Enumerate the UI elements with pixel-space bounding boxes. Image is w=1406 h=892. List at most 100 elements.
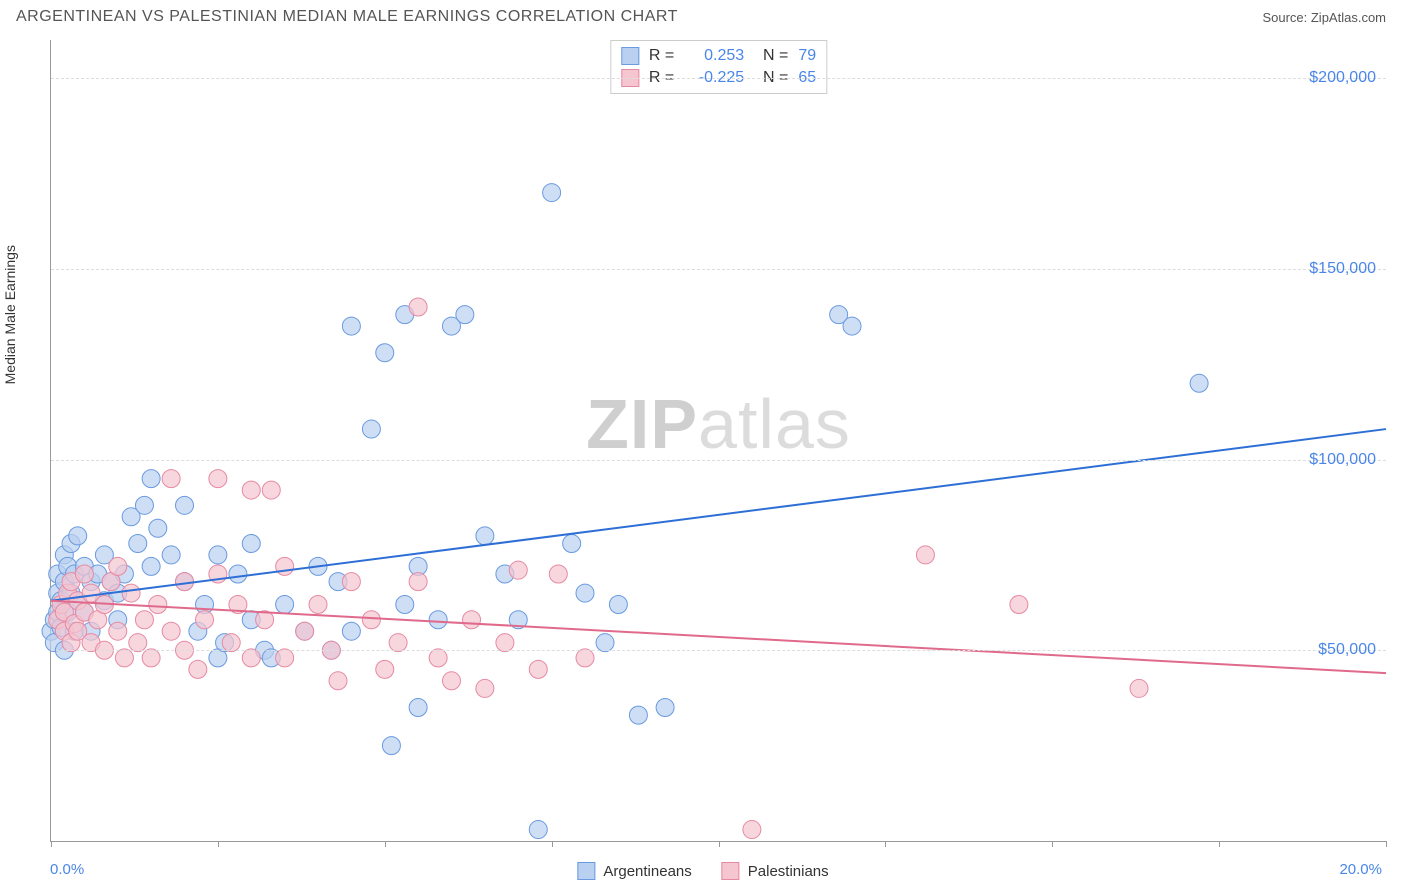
- data-point: [129, 534, 147, 552]
- data-point: [429, 611, 447, 629]
- data-point: [75, 565, 93, 583]
- data-point: [409, 298, 427, 316]
- data-point: [135, 496, 153, 514]
- x-tick: [1386, 841, 1387, 847]
- gridline: [51, 650, 1386, 651]
- legend-label: Argentineans: [603, 863, 691, 880]
- data-point: [396, 596, 414, 614]
- data-point: [1190, 374, 1208, 392]
- data-point: [376, 344, 394, 362]
- data-point: [656, 699, 674, 717]
- legend-item: Argentineans: [577, 862, 691, 880]
- data-point: [629, 706, 647, 724]
- data-point: [69, 527, 87, 545]
- data-point: [443, 672, 461, 690]
- data-point: [843, 317, 861, 335]
- data-point: [509, 561, 527, 579]
- data-point: [196, 611, 214, 629]
- legend-swatch: [621, 47, 639, 65]
- chart-title: ARGENTINEAN VS PALESTINIAN MEDIAN MALE E…: [16, 8, 678, 26]
- x-tick: [218, 841, 219, 847]
- data-point: [362, 420, 380, 438]
- data-point: [576, 649, 594, 667]
- scatter-plot-svg: [51, 40, 1386, 841]
- gridline: [51, 460, 1386, 461]
- data-point: [342, 622, 360, 640]
- x-tick: [885, 841, 886, 847]
- data-point: [109, 622, 127, 640]
- data-point: [109, 557, 127, 575]
- data-point: [329, 672, 347, 690]
- data-point: [142, 649, 160, 667]
- data-point: [916, 546, 934, 564]
- chart-plot-area: ZIPatlas R =0.253 N =79R =-0.225 N =65 $…: [50, 40, 1386, 842]
- data-point: [743, 821, 761, 839]
- x-tick: [719, 841, 720, 847]
- data-point: [529, 821, 547, 839]
- x-tick: [385, 841, 386, 847]
- y-tick-label: $50,000: [1318, 641, 1376, 659]
- data-point: [456, 306, 474, 324]
- x-tick: [552, 841, 553, 847]
- data-point: [389, 634, 407, 652]
- data-point: [149, 519, 167, 537]
- data-point: [376, 660, 394, 678]
- data-point: [209, 546, 227, 564]
- data-point: [262, 481, 280, 499]
- data-point: [1010, 596, 1028, 614]
- trend-line: [51, 429, 1386, 601]
- data-point: [276, 557, 294, 575]
- data-point: [342, 317, 360, 335]
- data-point: [563, 534, 581, 552]
- legend-label: Palestinians: [748, 863, 829, 880]
- data-point: [463, 611, 481, 629]
- legend-swatch: [722, 862, 740, 880]
- data-point: [242, 481, 260, 499]
- gridline: [51, 78, 1386, 79]
- x-axis-max-label: 20.0%: [1339, 861, 1382, 878]
- data-point: [135, 611, 153, 629]
- n-value: 79: [798, 47, 816, 65]
- data-point: [409, 699, 427, 717]
- data-point: [162, 546, 180, 564]
- data-point: [142, 470, 160, 488]
- correlation-row: R = 0.253 N = 79: [621, 45, 816, 67]
- data-point: [543, 184, 561, 202]
- correlation-legend: R =0.253 N =79R =-0.225 N =65: [610, 40, 827, 94]
- data-point: [362, 611, 380, 629]
- data-point: [242, 649, 260, 667]
- r-label: R =: [649, 47, 674, 65]
- data-point: [309, 596, 327, 614]
- data-point: [129, 634, 147, 652]
- data-point: [149, 596, 167, 614]
- y-tick-label: $100,000: [1309, 451, 1376, 469]
- data-point: [576, 584, 594, 602]
- data-point: [176, 573, 194, 591]
- data-point: [122, 584, 140, 602]
- data-point: [222, 634, 240, 652]
- data-point: [162, 470, 180, 488]
- data-point: [209, 470, 227, 488]
- y-axis-title: Median Male Earnings: [2, 245, 18, 384]
- data-point: [276, 649, 294, 667]
- data-point: [115, 649, 133, 667]
- source-label: Source: ZipAtlas.com: [1262, 10, 1386, 25]
- data-point: [296, 622, 314, 640]
- data-point: [162, 622, 180, 640]
- x-tick: [1052, 841, 1053, 847]
- n-label: N =: [754, 47, 788, 65]
- data-point: [429, 649, 447, 667]
- data-point: [529, 660, 547, 678]
- data-point: [1130, 679, 1148, 697]
- y-tick-label: $200,000: [1309, 69, 1376, 87]
- data-point: [609, 596, 627, 614]
- series-legend: Argentineans Palestinians: [577, 862, 828, 880]
- data-point: [476, 527, 494, 545]
- data-point: [596, 634, 614, 652]
- data-point: [342, 573, 360, 591]
- x-tick: [1219, 841, 1220, 847]
- data-point: [229, 565, 247, 583]
- r-value: 0.253: [684, 47, 744, 65]
- data-point: [242, 534, 260, 552]
- data-point: [496, 634, 514, 652]
